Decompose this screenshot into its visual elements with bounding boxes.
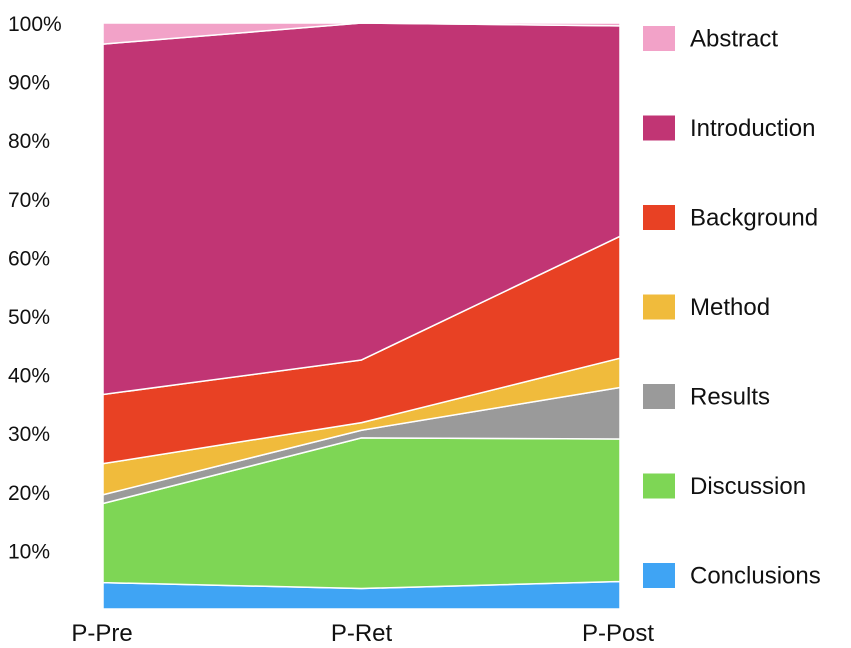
y-tick-label: 20% bbox=[8, 482, 50, 505]
y-tick-label: 40% bbox=[8, 365, 50, 388]
legend-item-conclusions: Conclusions bbox=[643, 563, 821, 590]
y-tick-label: 50% bbox=[8, 306, 50, 329]
legend-label: Background bbox=[690, 205, 818, 232]
y-tick-label: 70% bbox=[8, 189, 50, 212]
legend-swatch bbox=[643, 473, 675, 499]
legend-item-discussion: Discussion bbox=[643, 473, 806, 500]
legend-item-method: Method bbox=[643, 294, 770, 321]
y-axis: 10% 20% 30% 40% 50% 60% 70% 80% 90% 100% bbox=[8, 13, 62, 563]
x-tick-label: P-Post bbox=[582, 620, 654, 647]
legend-item-results: Results bbox=[643, 384, 770, 411]
legend-item-introduction: Introduction bbox=[643, 115, 815, 142]
area-abstract bbox=[102, 22, 621, 45]
y-tick-label: 90% bbox=[8, 72, 50, 95]
y-tick-label: 100% bbox=[8, 13, 62, 36]
legend-swatch bbox=[643, 115, 675, 141]
legend-swatch bbox=[643, 205, 675, 230]
legend-label: Conclusions bbox=[690, 563, 821, 590]
legend-swatch bbox=[643, 563, 675, 588]
legend-swatch bbox=[643, 384, 675, 409]
legend-label: Introduction bbox=[690, 115, 815, 142]
x-tick-label: P-Pre bbox=[71, 620, 132, 647]
x-axis: P-Pre P-Ret P-Post bbox=[71, 620, 654, 647]
legend-item-background: Background bbox=[643, 205, 818, 232]
legend-swatch bbox=[643, 26, 675, 51]
legend-label: Abstract bbox=[690, 26, 778, 53]
legend-label: Method bbox=[690, 294, 770, 321]
y-tick-label: 60% bbox=[8, 247, 50, 270]
y-tick-label: 30% bbox=[8, 423, 50, 446]
y-tick-label: 10% bbox=[8, 540, 50, 563]
x-tick-label: P-Ret bbox=[331, 620, 393, 647]
legend-swatch bbox=[643, 294, 675, 320]
legend-item-abstract: Abstract bbox=[643, 26, 778, 53]
area-layers bbox=[102, 22, 621, 610]
legend-label: Results bbox=[690, 384, 770, 411]
legend-label: Discussion bbox=[690, 473, 806, 500]
y-tick-label: 80% bbox=[8, 130, 50, 153]
legend: Abstract Introduction Background Method Resu… bbox=[643, 26, 821, 590]
